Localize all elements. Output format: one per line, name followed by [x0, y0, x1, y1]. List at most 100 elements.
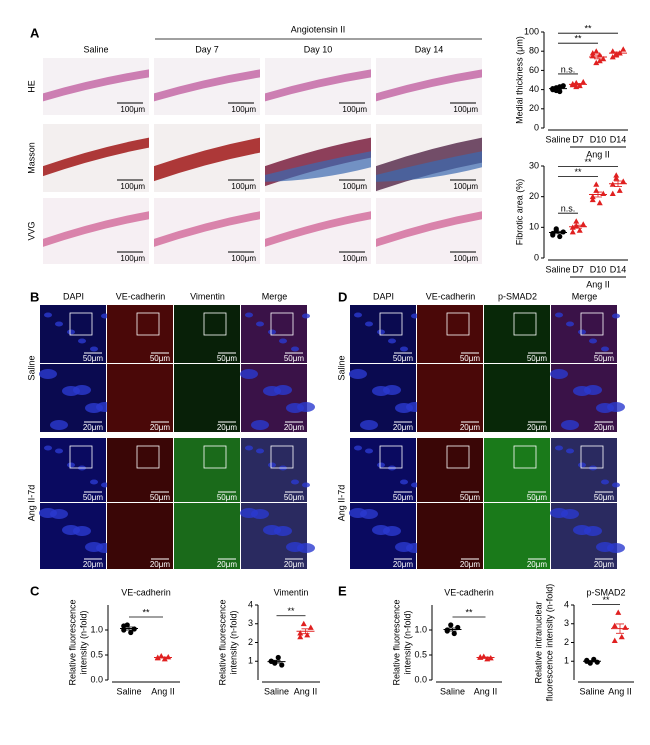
- vessel-wall: [376, 69, 482, 102]
- nucleus: [268, 462, 276, 468]
- data-point: [615, 609, 622, 615]
- nucleus: [601, 346, 609, 352]
- x-tick-label: Saline: [116, 686, 141, 696]
- chart-title: VE-cadherin: [121, 587, 171, 597]
- scale-bar-label: 50μm: [284, 354, 305, 363]
- scale-bar-label: 20μm: [594, 560, 615, 569]
- zoom-box: [446, 445, 470, 469]
- scale-bar-label: 20μm: [83, 423, 104, 432]
- vessel-wall: [265, 211, 371, 247]
- x-tick-label: D14: [610, 264, 627, 274]
- nucleus: [39, 369, 57, 379]
- nucleus: [50, 509, 68, 519]
- nucleus: [400, 479, 408, 485]
- row-label: Ang II-7d: [336, 485, 346, 522]
- scale-bar-label: 50μm: [393, 493, 414, 502]
- zoom-box: [203, 312, 227, 336]
- column-title: DAPI: [63, 291, 84, 301]
- data-point: [609, 53, 616, 60]
- data-point: [609, 190, 616, 196]
- scale-bar-label: 20μm: [393, 560, 414, 569]
- nucleus: [90, 346, 98, 352]
- nucleus: [55, 448, 63, 454]
- data-point: [573, 83, 580, 90]
- data-point: [613, 51, 620, 57]
- scale-bar-label: 20μm: [460, 560, 481, 569]
- zoom-box: [580, 445, 604, 469]
- fluorescence-image: [484, 364, 550, 432]
- nucleus: [360, 420, 378, 430]
- vessel-wall: [154, 69, 260, 102]
- nucleus: [607, 543, 625, 553]
- scale-bar-label: 100μm: [453, 105, 478, 114]
- y-tick-label: 0.0: [414, 674, 427, 684]
- vessel-wall: [154, 137, 260, 182]
- y-tick-label: 2: [248, 637, 253, 647]
- x-tick-label: D7: [572, 134, 584, 144]
- nucleus: [44, 312, 52, 318]
- nucleus: [251, 420, 269, 430]
- significance-label: **: [584, 24, 592, 34]
- data-point: [304, 632, 311, 638]
- significance-label: **: [584, 157, 592, 167]
- scale-bar-label: 50μm: [594, 493, 615, 502]
- group-label: Ang II: [586, 279, 610, 289]
- nucleus: [612, 313, 620, 319]
- significance-label: **: [574, 34, 582, 44]
- data-point: [128, 629, 134, 636]
- column-title: Merge: [262, 291, 288, 301]
- vessel-wall: [154, 211, 260, 247]
- x-tick-label: D14: [610, 134, 627, 144]
- y-tick-label: 1.0: [414, 624, 427, 634]
- column-title: Day 14: [415, 44, 444, 54]
- nucleus: [354, 445, 362, 451]
- data-point: [611, 622, 618, 629]
- scale-bar-label: 50μm: [393, 354, 414, 363]
- data-point: [613, 172, 620, 178]
- zoom-box: [136, 312, 160, 336]
- nucleus: [256, 448, 264, 454]
- row-label: Saline: [336, 355, 346, 380]
- data-point: [121, 623, 127, 629]
- nucleus: [67, 462, 75, 468]
- scale-bar-label: 100μm: [231, 182, 256, 191]
- scale-bar-label: 20μm: [284, 423, 305, 432]
- nucleus: [302, 482, 310, 488]
- treatment-label: Angiotensin II: [291, 24, 346, 34]
- error-bar: [614, 51, 622, 55]
- fluorescence-image: [174, 364, 240, 432]
- y-tick-label: 3: [248, 618, 253, 628]
- column-title: VE-cadherin: [426, 291, 476, 301]
- nucleus: [245, 312, 253, 318]
- column-title: Vimentin: [190, 291, 225, 301]
- vessel-wall: [43, 137, 149, 177]
- nucleus: [561, 420, 579, 430]
- nucleus: [256, 321, 264, 327]
- scale-bar-label: 20μm: [217, 560, 238, 569]
- scale-bar-label: 20μm: [284, 560, 305, 569]
- nucleus: [55, 321, 63, 327]
- nucleus: [73, 385, 91, 395]
- chart-title: p-SMAD2: [586, 587, 625, 597]
- y-tick-label: 60: [529, 65, 539, 75]
- significance-label: **: [574, 167, 582, 177]
- nucleus: [302, 313, 310, 319]
- scale-bar-label: 100μm: [342, 182, 367, 191]
- scale-bar-label: 50μm: [460, 354, 481, 363]
- y-axis-label: Fibrotic area (%): [514, 179, 524, 246]
- significance-label: **: [465, 607, 473, 617]
- nucleus: [360, 509, 378, 519]
- nucleus: [365, 321, 373, 327]
- panel-label: B: [30, 289, 39, 304]
- nucleus: [245, 445, 253, 451]
- scale-bar-label: 50μm: [150, 493, 171, 502]
- scale-bar-label: 50μm: [150, 354, 171, 363]
- error-bar: [594, 54, 602, 60]
- scale-bar-label: 50μm: [284, 493, 305, 502]
- scale-bar-label: 50μm: [594, 354, 615, 363]
- nucleus: [589, 338, 597, 344]
- y-tick-label: 40: [529, 84, 539, 94]
- data-point: [550, 232, 556, 238]
- fluorescence-image: [484, 503, 550, 569]
